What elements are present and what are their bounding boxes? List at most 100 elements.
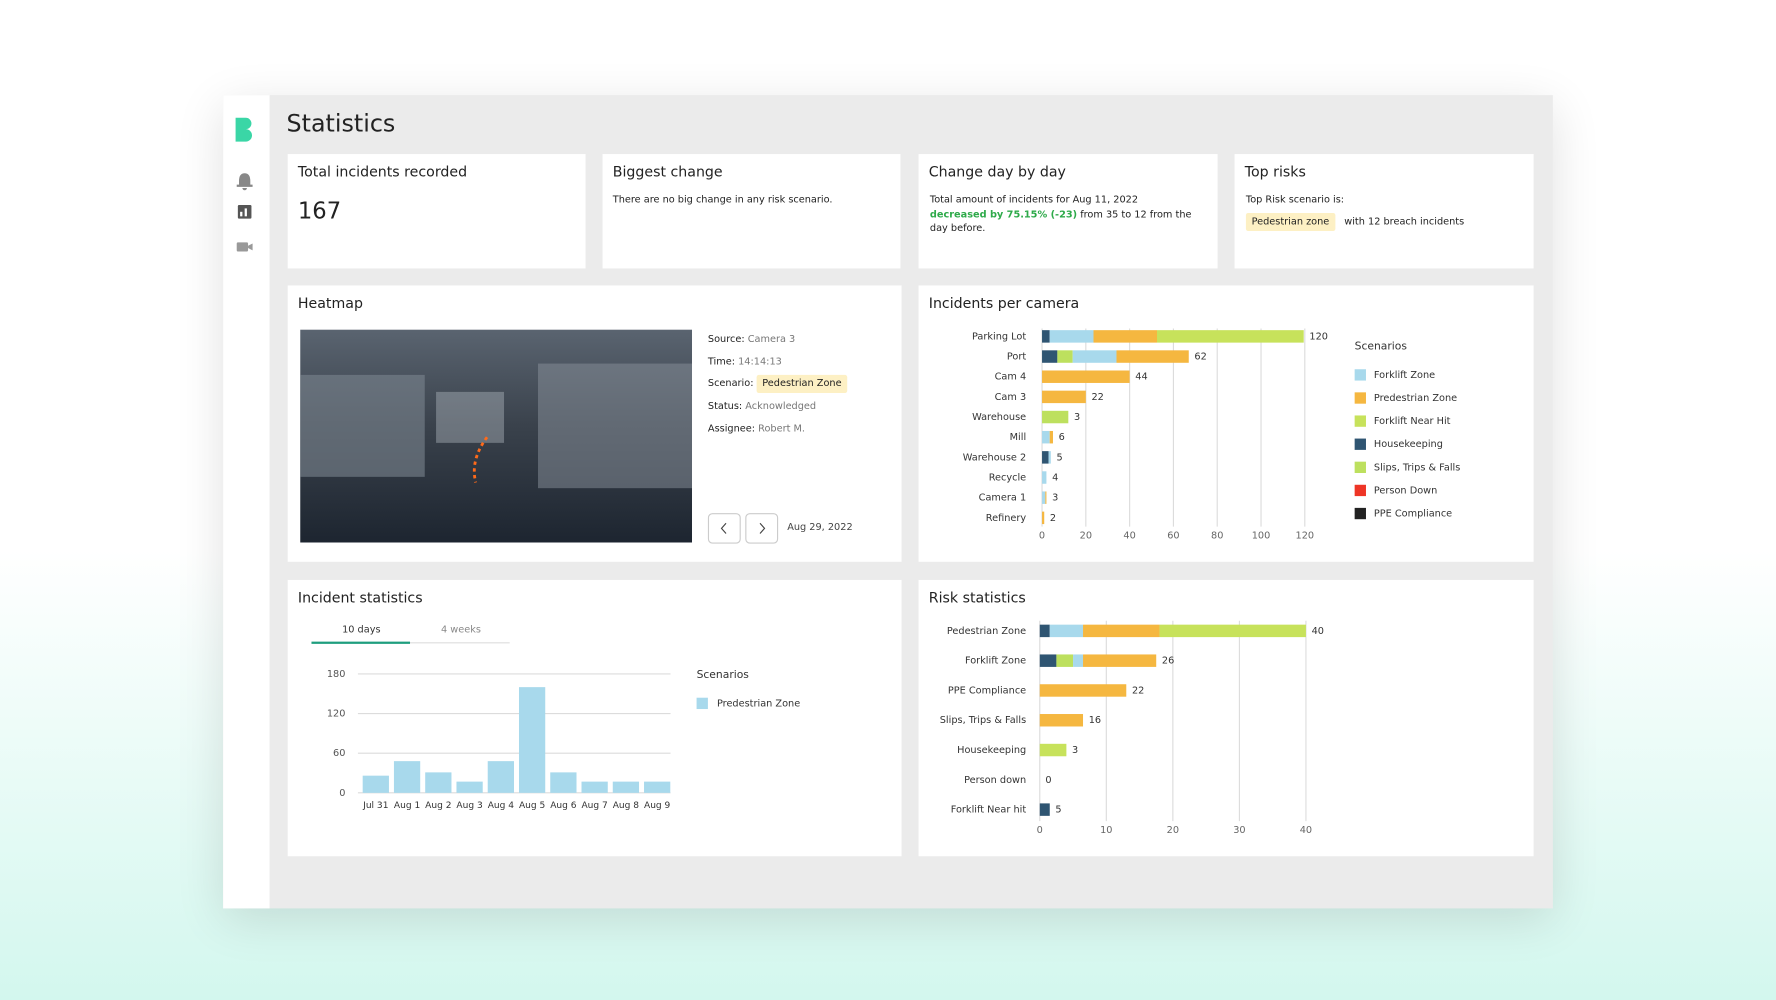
bar: [612, 781, 640, 793]
legend-label: Forklift Near Hit: [1374, 416, 1451, 427]
card-text: Pedestrian zone with 12 breach incidents: [1245, 212, 1464, 232]
field-value: 14:14:13: [738, 356, 782, 369]
field: Status: Acknowledged: [708, 401, 816, 412]
bar-segment: [1042, 330, 1050, 343]
legend-swatch: [1354, 392, 1366, 404]
bar: [487, 761, 514, 793]
x-tick-label: 30: [1233, 825, 1245, 836]
tab[interactable]: 4 weeks: [441, 625, 481, 636]
data-label: 44: [1135, 372, 1147, 383]
legend-swatch: [696, 697, 708, 710]
logo[interactable]: [235, 117, 253, 142]
y-tick-label: Forklift Near hit: [951, 805, 1027, 816]
x-tick-label: Aug 9: [644, 801, 671, 811]
bar-segment: [1042, 511, 1045, 525]
card-text: Top Risk scenario is:: [1245, 194, 1345, 207]
card-title: Change day by day: [928, 163, 1066, 181]
bar-segment: [1073, 654, 1084, 667]
bar-segment: [1042, 350, 1058, 363]
x-tick-label: 0: [1037, 825, 1043, 836]
bar-segment: [1083, 654, 1157, 667]
field-value: Camera 3: [747, 334, 796, 346]
data-label: 22: [1132, 685, 1144, 696]
stats-icon-bar: [244, 208, 247, 217]
card: Total incidents recorded 167: [287, 154, 586, 269]
bar: [644, 781, 671, 793]
chart-card: Incidents per camera 0 20 40 60 80 100 120 Park…: [918, 285, 1534, 562]
page-title: Statistics: [286, 109, 396, 138]
image-room: [436, 391, 505, 443]
legend-swatch: [1354, 484, 1366, 497]
x-tick-label: 10: [1100, 825, 1112, 836]
bar: [425, 772, 452, 793]
bar-segment: [1039, 743, 1067, 757]
text: from 35 to 12 from the day before.: [929, 209, 1192, 235]
bar-segment: [1039, 684, 1127, 697]
field-value: Robert M.: [758, 423, 805, 435]
y-tick-label: Parking Lot: [972, 331, 1026, 342]
data-label: 62: [1194, 352, 1206, 363]
bar-segment: [1042, 370, 1130, 383]
legend-swatch: [1354, 415, 1366, 427]
y-tick-label: Recycle: [989, 473, 1026, 484]
card: Top risks Top Risk scenario is: Pedestri…: [1234, 154, 1534, 269]
image-wall: [300, 374, 425, 477]
bar-segment: [1083, 624, 1160, 638]
x-tick-label: Jul 31: [362, 801, 388, 811]
card-text: There are no big change in any risk scen…: [612, 194, 833, 207]
date: Aug 29, 2022: [787, 522, 853, 534]
card: Change day by day Total amount of incide…: [918, 154, 1218, 269]
bar-segment: [1039, 624, 1050, 638]
bar-segment: [1049, 624, 1084, 638]
bar: [456, 781, 483, 793]
y-tick-label: PPE Compliance: [948, 685, 1026, 696]
bar-segment: [1042, 451, 1049, 464]
legend-title: Scenarios: [697, 668, 750, 681]
y-tick-label: Mill: [1010, 432, 1027, 443]
bell-icon[interactable]: [236, 173, 253, 191]
tab[interactable]: 10 days: [342, 625, 380, 636]
card-title: Biggest change: [612, 163, 723, 181]
data-label: 16: [1089, 715, 1101, 726]
next-button[interactable]: [745, 513, 779, 544]
x-tick-label: 40: [1123, 531, 1135, 542]
field-label: Source:: [707, 334, 745, 346]
icon: [759, 522, 766, 534]
camera-icon[interactable]: [236, 242, 249, 252]
bar: [518, 687, 546, 793]
prev-button[interactable]: [707, 513, 741, 544]
bar-segment: [1039, 714, 1084, 727]
bar: [550, 772, 577, 793]
bar-segment: [1042, 390, 1086, 404]
x-tick-label: Aug 1: [394, 801, 420, 811]
x-tick-label: 20: [1167, 825, 1179, 836]
chart: 10 days 4 weeks 0 60 120 180 Jul 31 Aug 1 Aug …: [311, 625, 800, 811]
legend-label: PPE Compliance: [1374, 509, 1452, 520]
data-label: 3: [1052, 493, 1058, 504]
card: Biggest change There are no big change i…: [602, 154, 901, 269]
field-label: Status:: [707, 400, 743, 413]
highlight: decreased by 75.15% (-23): [929, 209, 1078, 221]
text: Total amount of incidents for Aug 11, 20…: [929, 194, 1139, 207]
bar-segment: [1049, 330, 1094, 343]
bar-segment: [1093, 330, 1158, 343]
y-tick-label: 60: [333, 748, 345, 759]
y-tick-label: Refinery: [986, 513, 1027, 524]
legend-swatch: [1354, 369, 1366, 381]
bar-segment: [1042, 491, 1046, 504]
y-tick-label: Forklift Zone: [965, 656, 1026, 667]
bar-segment: [1159, 624, 1306, 638]
bar: [393, 761, 421, 793]
bar-segment: [1057, 350, 1073, 363]
y-tick-label: Pedestrian Zone: [947, 626, 1026, 637]
y-tick-label: 180: [327, 669, 346, 680]
field: Assignee: Robert M.: [708, 424, 805, 435]
x-tick-label: Aug 3: [456, 801, 483, 811]
legend-label: Housekeeping: [1374, 439, 1443, 450]
bar-segment: [1042, 430, 1050, 444]
x-tick-label: 60: [1167, 531, 1179, 542]
bar-segment: [1045, 491, 1047, 504]
field: Scenario: Pedestrian Zone: [708, 374, 848, 394]
